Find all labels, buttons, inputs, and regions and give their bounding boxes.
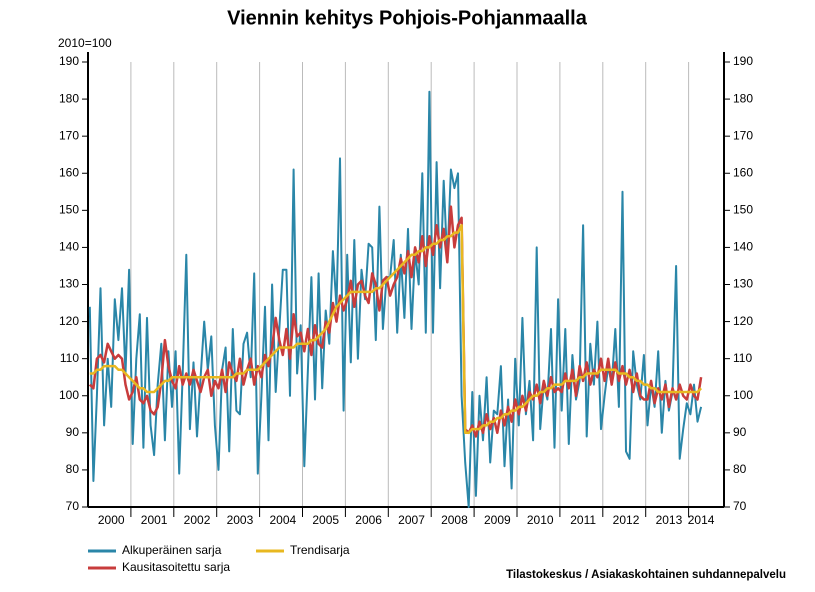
y-tick-label: 110	[60, 351, 79, 365]
y-tick-label: 110	[733, 351, 752, 365]
y-tick-label: 180	[733, 91, 753, 105]
x-tick-label: 2002	[184, 513, 211, 527]
y-axis-label: 2010=100	[58, 36, 112, 50]
x-tick-label: 2001	[141, 513, 168, 527]
y-tick-label: 150	[733, 203, 753, 217]
legend-label: Trendisarja	[290, 543, 350, 557]
y-tick-label: 90	[733, 425, 747, 439]
y-tick-label: 160	[733, 165, 753, 179]
y-tick-label: 140	[59, 240, 79, 254]
y-tick-label: 80	[733, 462, 747, 476]
x-tick-label: 2009	[484, 513, 511, 527]
y-tick-label: 180	[59, 91, 79, 105]
y-tick-label: 100	[733, 388, 753, 402]
legend-label: Alkuperäinen sarja	[122, 543, 222, 557]
x-tick-label: 2000	[98, 513, 125, 527]
y-tick-label: 160	[59, 165, 79, 179]
x-tick-label: 2010	[527, 513, 554, 527]
y-tick-label: 120	[59, 314, 79, 328]
x-tick-label: 2011	[570, 513, 596, 527]
x-tick-label: 2007	[398, 513, 425, 527]
legend-label: Kausitasoitettu sarja	[122, 560, 230, 574]
x-tick-label: 2006	[355, 513, 382, 527]
x-tick-label: 2014	[688, 513, 715, 527]
y-tick-label: 120	[733, 314, 753, 328]
x-tick-label: 2004	[269, 513, 296, 527]
source: Tilastokeskus / Asiakaskohtainen suhdann…	[506, 569, 786, 581]
x-tick-label: 2003	[227, 513, 254, 527]
y-tick-label: 190	[59, 54, 79, 68]
y-tick-label: 70	[733, 499, 747, 513]
x-tick-label: 2013	[656, 513, 683, 527]
series-line	[89, 223, 702, 435]
y-tick-label: 150	[59, 203, 79, 217]
y-tick-label: 90	[66, 425, 80, 439]
chart-title: Viennin kehitys Pohjois-Pohjanmaalla	[227, 7, 588, 29]
y-tick-label: 130	[733, 277, 753, 291]
y-tick-label: 100	[59, 388, 79, 402]
y-tick-label: 70	[66, 499, 80, 513]
y-tick-label: 140	[733, 240, 753, 254]
y-tick-label: 170	[733, 128, 753, 142]
y-tick-label: 80	[66, 462, 80, 476]
x-tick-label: 2005	[312, 513, 339, 527]
y-tick-label: 130	[59, 277, 79, 291]
y-tick-label: 170	[59, 128, 79, 142]
y-tick-label: 190	[733, 54, 753, 68]
x-tick-label: 2012	[613, 513, 640, 527]
x-tick-label: 2008	[441, 513, 468, 527]
series-line	[88, 90, 703, 508]
